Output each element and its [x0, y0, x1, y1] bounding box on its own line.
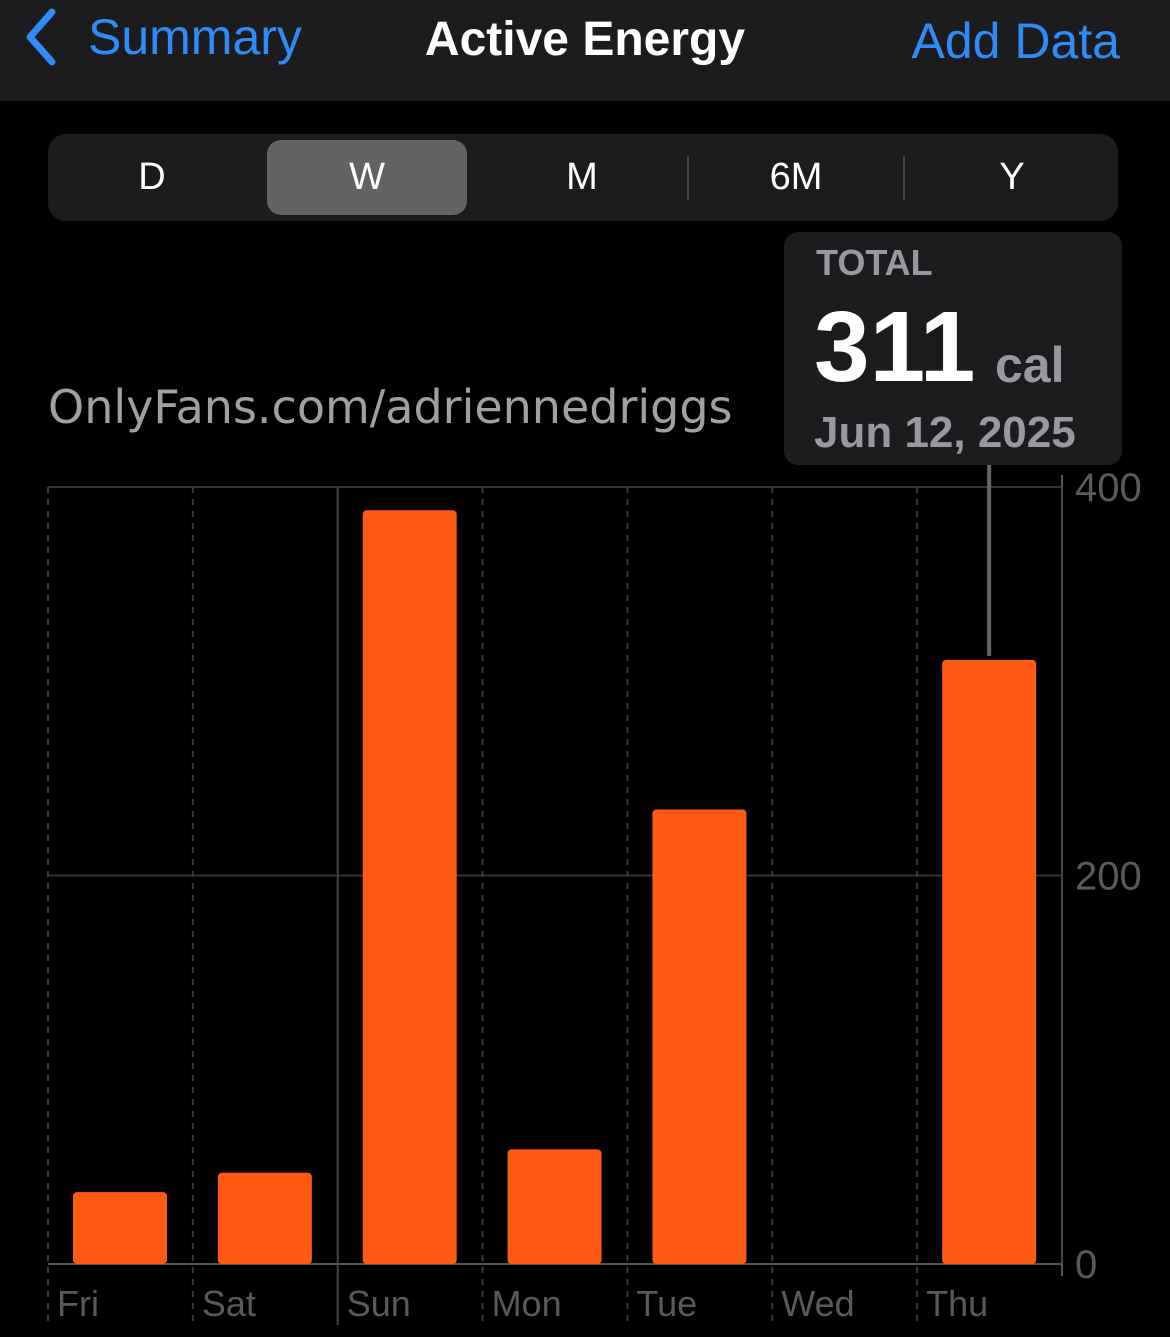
segment-m[interactable]: M: [566, 156, 598, 198]
bar-tue: [652, 809, 747, 1264]
tooltip-date: Jun 12, 2025: [814, 408, 1076, 457]
x-tick-label: Sat: [202, 1283, 256, 1324]
back-button[interactable]: Summary: [24, 8, 302, 66]
bar-thu: [942, 659, 1037, 1264]
nav-bar: Summary Active Energy Add Data: [0, 0, 1170, 101]
x-tick-label: Tue: [636, 1283, 697, 1324]
page-title: Active Energy: [424, 13, 746, 66]
segment-6m[interactable]: 6M: [769, 156, 823, 198]
selection-tooltip: TOTAL 311 cal Jun 12, 2025: [784, 232, 1122, 465]
segment-d[interactable]: D: [138, 156, 166, 198]
y-tick-label: 200: [1075, 855, 1142, 899]
divider: [903, 156, 905, 200]
watermark: OnlyFans.com/adriennedriggs: [48, 380, 733, 434]
back-label: Summary: [88, 9, 302, 65]
x-tick-label: Thu: [926, 1283, 988, 1324]
x-tick-label: Fri: [57, 1283, 99, 1324]
tooltip-label: TOTAL: [816, 242, 933, 283]
bar-sun: [362, 510, 457, 1264]
x-tick-label: Sun: [347, 1283, 411, 1324]
y-tick-label: 400: [1075, 466, 1142, 510]
x-tick-label: Wed: [781, 1283, 854, 1324]
bar-mon: [507, 1149, 602, 1264]
chevron-left-icon: [26, 8, 56, 66]
x-tick-label: Mon: [492, 1283, 562, 1324]
bar-sat: [217, 1172, 312, 1264]
bar-fri: [73, 1192, 167, 1264]
segment-w[interactable]: W: [267, 140, 467, 215]
tooltip-value: 311: [814, 291, 976, 403]
add-data-button[interactable]: Add Data: [911, 13, 1120, 69]
period-segmented-control: D W M 6M Y: [48, 134, 1118, 221]
y-tick-label: 0: [1075, 1243, 1097, 1287]
divider: [687, 156, 689, 200]
segment-y[interactable]: Y: [999, 156, 1025, 198]
tooltip-unit: cal: [995, 337, 1065, 393]
